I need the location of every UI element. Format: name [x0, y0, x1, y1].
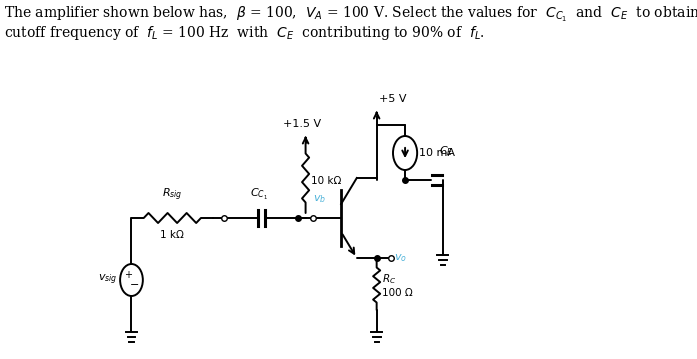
Circle shape [393, 136, 418, 170]
Text: +: + [124, 270, 132, 280]
Text: +5 V: +5 V [379, 94, 407, 104]
Text: 10 kΩ: 10 kΩ [311, 176, 341, 186]
Text: 10 mA: 10 mA [420, 148, 455, 158]
Text: $C_{C_1}$: $C_{C_1}$ [250, 187, 268, 202]
Text: $R_{sig}$: $R_{sig}$ [162, 187, 183, 203]
Text: +1.5 V: +1.5 V [283, 119, 321, 129]
Text: The amplifier shown below has,  $\beta$ = 100,  $V_A$ = 100 V. Select the values: The amplifier shown below has, $\beta$ =… [3, 5, 697, 24]
Text: $C_E$: $C_E$ [439, 144, 454, 158]
Text: cutoff frequency of  $f_L$ = 100 Hz  with  $C_E$  contributing to 90% of  $f_L$.: cutoff frequency of $f_L$ = 100 Hz with … [3, 24, 484, 42]
Text: $v_o$: $v_o$ [395, 252, 407, 264]
Text: $v_b$: $v_b$ [314, 193, 326, 205]
Text: 1 kΩ: 1 kΩ [160, 230, 184, 240]
Circle shape [120, 264, 143, 296]
Text: −: − [130, 280, 139, 290]
Text: $v_{sig}$: $v_{sig}$ [98, 273, 117, 287]
Text: $R_C$
100 Ω: $R_C$ 100 Ω [382, 272, 413, 298]
